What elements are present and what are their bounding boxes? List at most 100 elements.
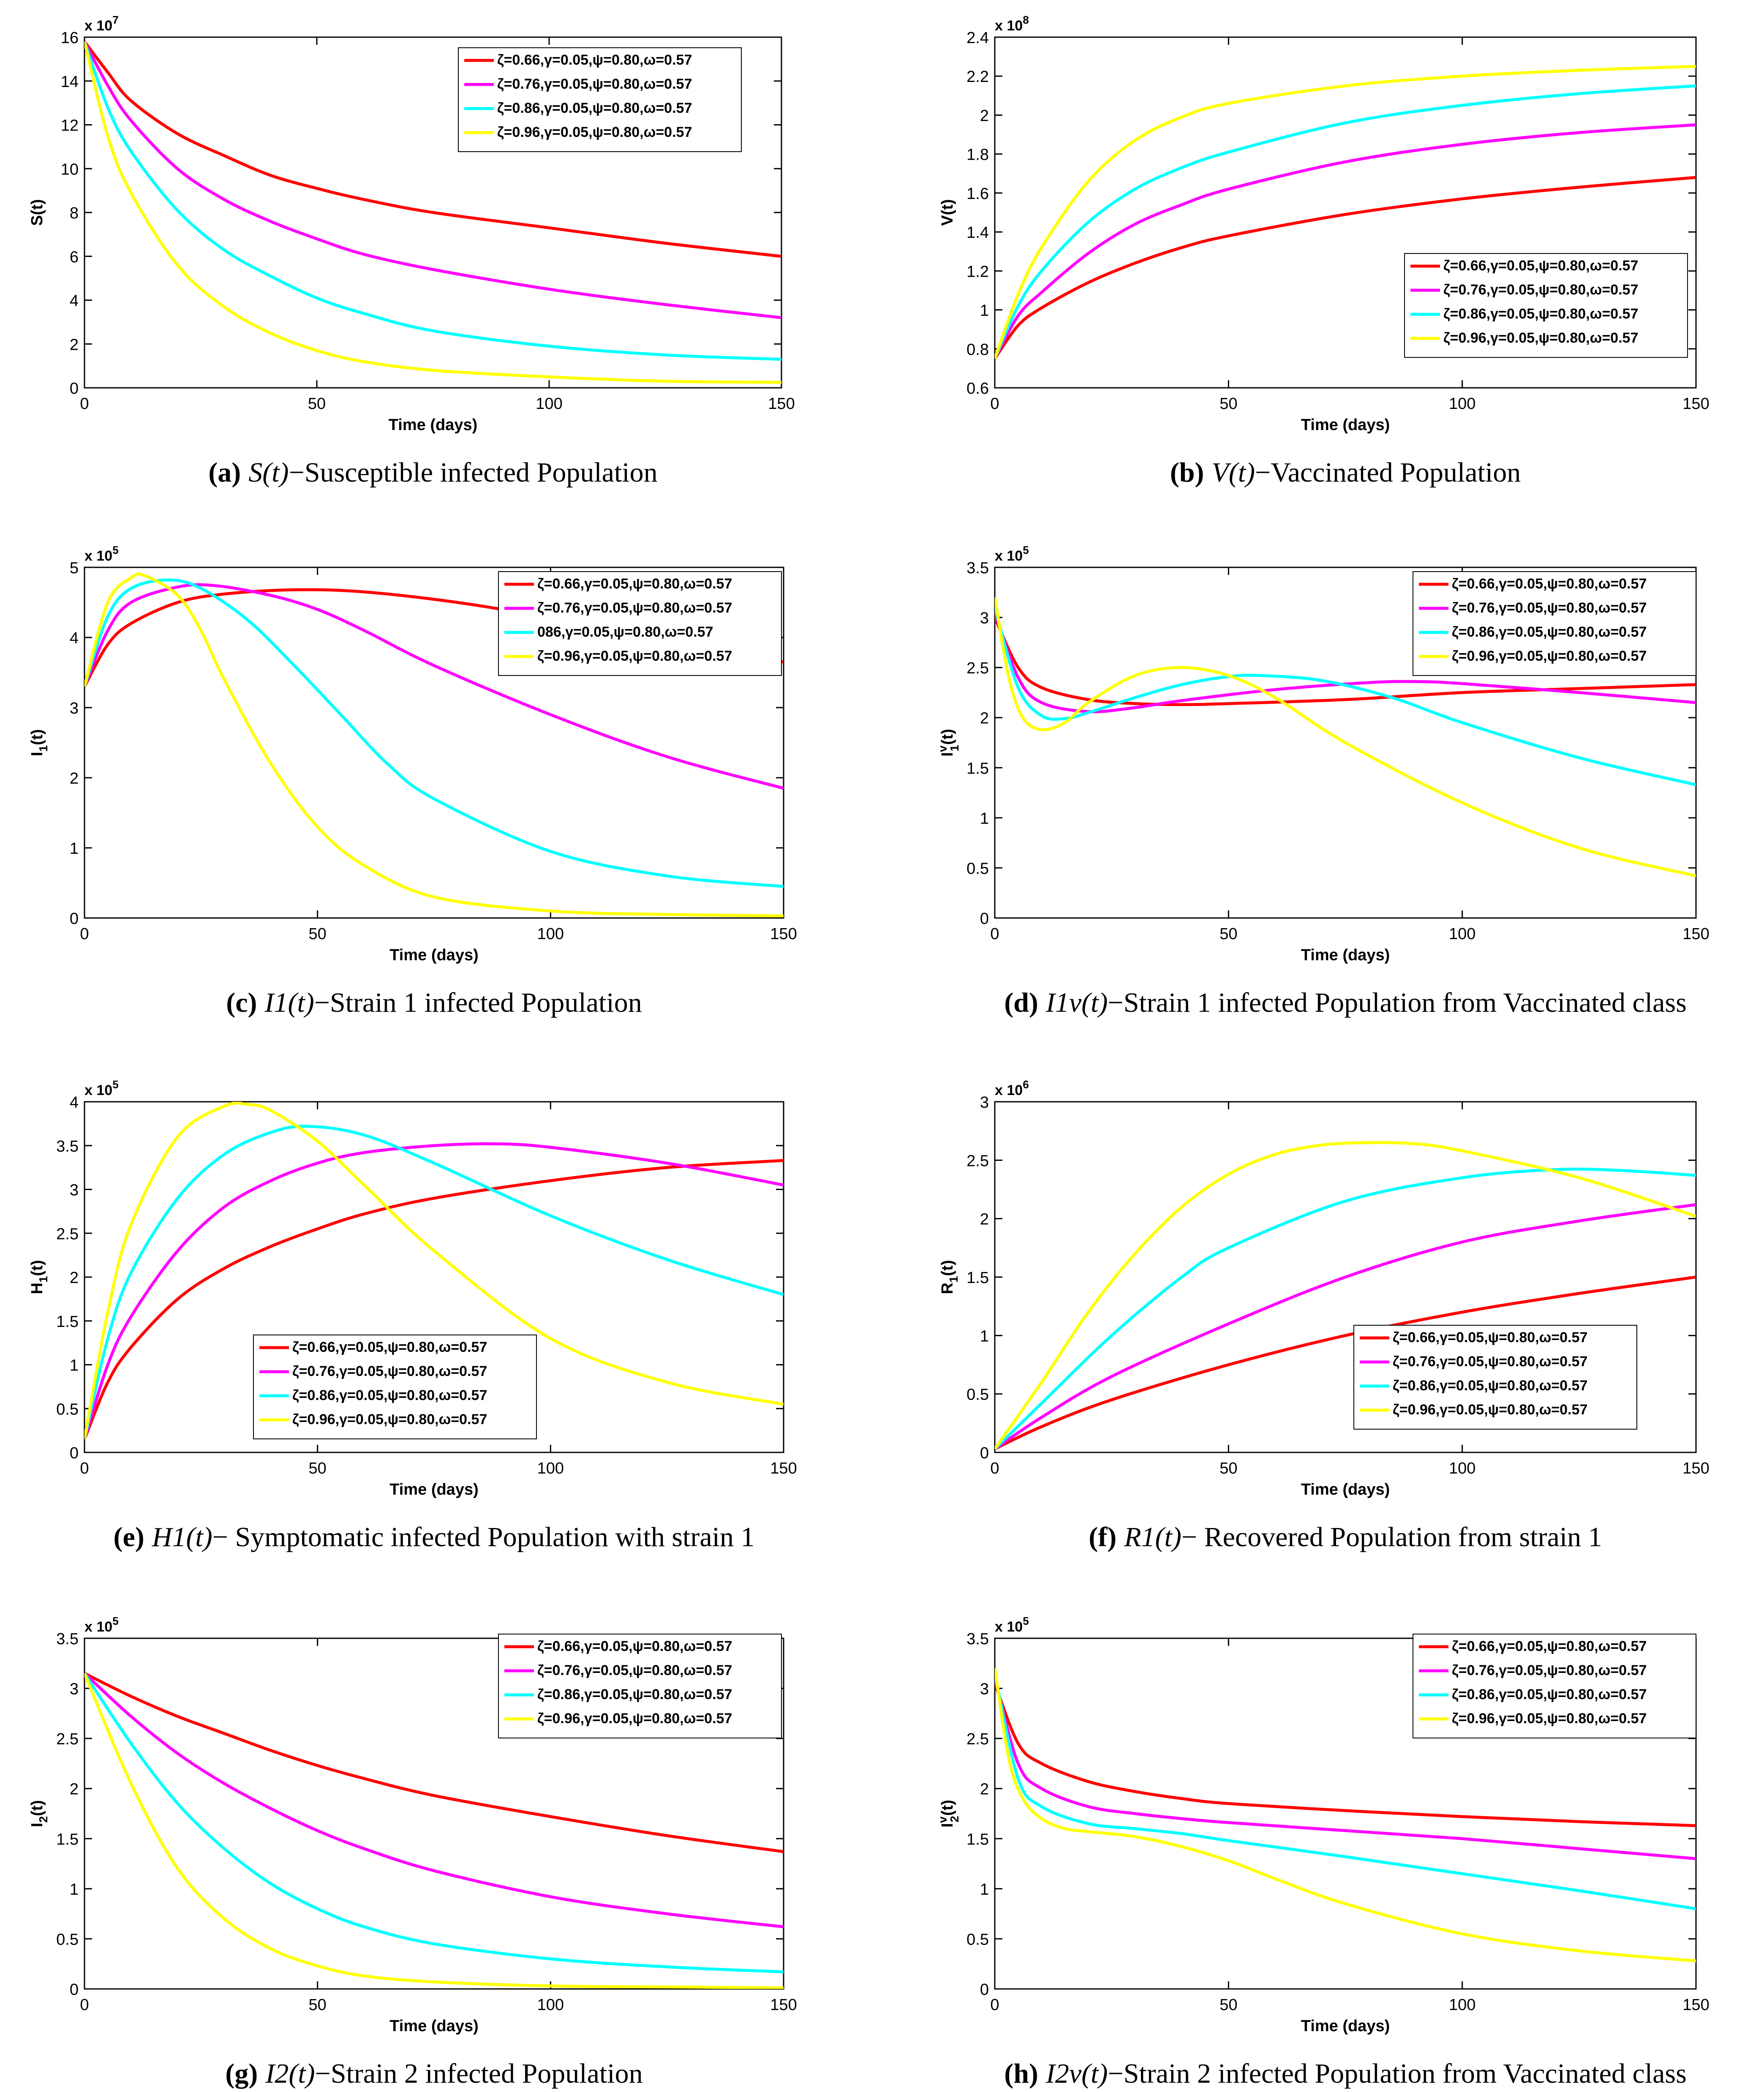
series-line-2 [84,41,781,319]
x-tick-label: 50 [1220,1460,1237,1477]
panel-caption: (b) V(t)−Vaccinated Population [1170,457,1521,488]
y-tick-label: 3 [980,1681,989,1698]
panel-d: 0 0.5 1 1.5 2 2.5 3 3.5 0 50 100 150 Time (days) x 10… [936,544,1710,1018]
series-line-4 [995,65,1696,359]
y-tick-label: 1.6 [966,185,989,203]
y-tick-label: 2 [980,107,989,125]
x-tick-label: 0 [990,395,999,413]
series-line-4 [995,1141,1696,1450]
x-axis-label: Time (days) [389,1481,478,1498]
legend-entry: ζ=0.76,γ=0.05,ψ=0.80,ω=0.57 [1443,282,1638,298]
y-tick-label: 1 [70,840,79,858]
legend-entry: ζ=0.76,γ=0.05,ψ=0.80,ω=0.57 [537,1662,732,1678]
x-axis-label: Time (days) [1301,1481,1390,1498]
series-line-2 [995,1678,1696,1860]
legend-entry: ζ=0.76,γ=0.05,ψ=0.80,ω=0.57 [1393,1354,1587,1370]
legend-entry: ζ=0.86,γ=0.05,ψ=0.80,ω=0.57 [1393,1378,1587,1394]
y-tick-label: 0 [980,1444,989,1462]
series-line-3 [84,41,781,361]
series-line-3 [995,1673,1696,1910]
y-tick-label: 0.5 [56,1931,79,1948]
x-tick-label: 100 [537,1460,564,1477]
y-tick-label: 1 [980,1881,989,1899]
x-axis-label: Time (days) [389,946,478,964]
series-line-2 [995,612,1696,714]
legend-entry: ζ=0.96,γ=0.05,ψ=0.80,ω=0.57 [1452,1711,1647,1727]
legend-box [1404,253,1688,358]
legend-entry: ζ=0.96,γ=0.05,ψ=0.80,ω=0.57 [1452,648,1647,664]
y-tick-label: 2 [980,1781,989,1798]
y-axis-label: S(t) [28,199,46,226]
x-tick-label: 100 [537,1996,564,2014]
series-line-2 [84,1142,784,1440]
y-tick-label: 2.2 [966,68,989,86]
y-tick-label: 0 [980,910,989,928]
x-axis-label: Time (days) [389,2017,478,2035]
y-tick-label: 3 [70,1182,79,1199]
panel-g: 0 0.5 1 1.5 2 2.5 3 3.5 0 50 100 150 Time (days) x 10… [28,1615,797,2089]
y-tick-label: 0.6 [966,380,989,398]
x-tick-label: 50 [1220,925,1237,943]
axis-exponent: x 105 [995,1615,1029,1635]
legend-entry: ζ=0.96,γ=0.05,ψ=0.80,ω=0.57 [537,1711,732,1727]
y-tick-label: 2 [980,1211,989,1229]
legend-entry: ζ=0.86,γ=0.05,ψ=0.80,ω=0.57 [292,1387,487,1403]
series-line-4 [995,597,1696,877]
panel-caption: (f) R1(t)− Recovered Population from stra… [1089,1522,1602,1553]
legend-box [458,47,742,152]
y-tick-label: 3 [70,700,79,717]
series-line-1 [84,1672,784,1853]
y-tick-label: 0.8 [966,341,989,359]
panel-b: 0.6 0.8 1 1.2 1.4 1.6 1.8 2 2.2 2.4 0 50 100 150 Time … [939,14,1710,488]
x-tick-label: 100 [537,925,564,943]
axis-exponent: x 107 [84,14,119,34]
legend-entry: ζ=0.66,γ=0.05,ψ=0.80,ω=0.57 [1452,576,1647,592]
axis-exponent: x 105 [84,1078,119,1098]
y-tick-label: 2 [980,710,989,727]
y-axis-label: I2(t) [28,1800,50,1827]
axis-exponent: x 108 [995,14,1029,34]
x-tick-label: 50 [309,925,327,943]
legend-entry: ζ=0.76,γ=0.05,ψ=0.80,ω=0.57 [537,600,732,616]
series-line-4 [84,1673,784,1989]
x-tick-label: 0 [80,1996,89,2014]
y-tick-label: 1.5 [56,1313,79,1331]
legend-entry: ζ=0.96,γ=0.05,ψ=0.80,ω=0.57 [537,648,732,664]
legend-box [253,1335,537,1439]
y-tick-label: 1.8 [966,146,989,164]
x-axis-label: Time (days) [1301,2017,1390,2035]
y-tick-label: 2 [70,1269,79,1287]
legend: ζ=0.66,γ=0.05,ψ=0.80,ω=0.57 ζ=0.76,γ=0.05… [1413,1634,1696,1738]
legend-entry: 086,γ=0.05,ψ=0.80,ω=0.57 [537,624,713,640]
panel-h: 0 0.5 1 1.5 2 2.5 3 3.5 0 50 100 150 Time (days) x 10… [936,1615,1710,2089]
x-tick-label: 100 [1449,925,1475,943]
panel-a: 0 2 4 6 8 10 12 14 16 0 50 100 150 Time (days) x 107 S(… [28,14,795,488]
x-tick-label: 150 [770,1460,797,1477]
y-tick-label: 12 [61,117,79,135]
y-tick-label: 3 [70,1681,79,1698]
y-axis-label: H1(t) [28,1260,50,1294]
legend-box [498,571,782,676]
series-line-3 [84,1673,784,1974]
series-line-1 [995,1683,1696,1827]
y-tick-label: 2.5 [966,1730,989,1748]
legend-entry: ζ=0.86,γ=0.05,ψ=0.80,ω=0.57 [537,1686,732,1702]
x-tick-label: 150 [1682,395,1709,413]
y-tick-label: 2.5 [56,1730,79,1748]
legend: ζ=0.66,γ=0.05,ψ=0.80,ω=0.57 ζ=0.76,γ=0.05… [1404,253,1688,358]
legend-entry: ζ=0.66,γ=0.05,ψ=0.80,ω=0.57 [1443,258,1638,274]
y-tick-label: 1 [70,1881,79,1899]
panel-f: 0 0.5 1 1.5 2 2.5 3 0 50 100 150 Time (days) x 106 R1… [939,1078,1710,1553]
x-tick-label: 100 [1449,395,1475,413]
legend: ζ=0.66,γ=0.05,ψ=0.80,ω=0.57 ζ=0.76,γ=0.05… [498,571,782,676]
y-tick-label: 16 [61,29,79,47]
series-line-1 [995,1275,1696,1450]
legend-entry: ζ=0.96,γ=0.05,ψ=0.80,ω=0.57 [1393,1402,1587,1418]
y-tick-label: 1 [980,810,989,828]
y-tick-label: 3.5 [56,1630,79,1648]
y-tick-label: 4 [70,292,79,310]
y-axis-label: R1(t) [939,1260,960,1294]
legend-box [498,1634,782,1738]
